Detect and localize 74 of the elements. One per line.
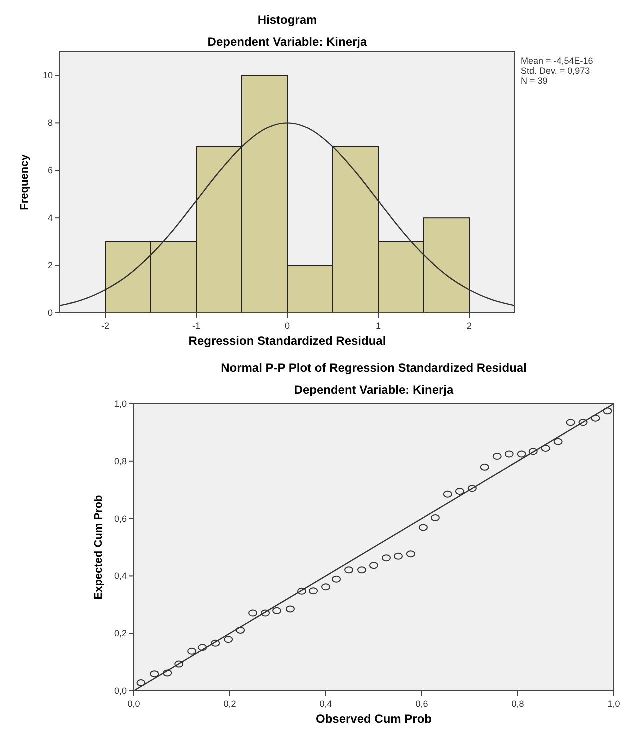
point [344, 566, 354, 574]
y-tick-label: 0 [48, 308, 53, 318]
point [370, 562, 378, 570]
y-tick-label: 0,0 [114, 686, 127, 696]
y-tick-label: 0,8 [114, 456, 127, 466]
point [136, 679, 146, 686]
point [322, 584, 330, 591]
point [418, 524, 428, 532]
x-axis-title: Observed Cum Prob [316, 712, 432, 726]
point [261, 610, 270, 617]
point [468, 485, 477, 492]
text: Mean = -4,54E-16 [521, 56, 594, 66]
point [163, 670, 172, 677]
y-tick-label: 0,6 [114, 514, 127, 524]
x-tick-label: -1 [192, 321, 201, 331]
point [566, 419, 576, 426]
x-tick-label: 0 [284, 321, 290, 331]
point [603, 408, 612, 415]
x-axis-title: Regression Standardized Residual [188, 334, 386, 348]
point [430, 514, 440, 522]
point [332, 576, 342, 583]
y-tick-label: 1,0 [114, 399, 127, 409]
y-tick-label: 2 [48, 260, 53, 271]
x-tick-label: 0,0 [128, 699, 140, 709]
x-tick-label: 0,4 [320, 699, 332, 709]
point [382, 554, 391, 562]
point [174, 660, 184, 668]
y-tick-label: 4 [48, 213, 53, 224]
text: Std. Dev. = 0,973 [521, 66, 590, 76]
chart-title: Normal P-P Plot of Regression Standardized Residual [221, 361, 527, 375]
point [591, 414, 600, 422]
point [188, 648, 197, 655]
point [554, 438, 563, 446]
point [504, 450, 514, 458]
chart-subtitle: Dependent Variable: Kinerja [294, 383, 454, 397]
point [224, 636, 234, 644]
point [286, 606, 295, 613]
point [578, 419, 588, 426]
point [211, 640, 220, 647]
y-tick-label: 0,2 [114, 628, 127, 639]
point [272, 607, 282, 614]
point [406, 550, 416, 558]
y-tick-label: 10 [42, 70, 53, 81]
point [394, 552, 403, 560]
y-axis-title: Frequency [19, 154, 31, 210]
point [150, 670, 160, 678]
text: N = 39 [521, 76, 548, 86]
point [236, 626, 246, 634]
x-tick-label: 0,8 [512, 699, 524, 709]
point [528, 448, 538, 456]
point [541, 444, 550, 452]
point [248, 610, 258, 617]
x-tick-label: 2 [466, 321, 472, 331]
y-axis-title: Expected Cum Prob [93, 494, 105, 600]
chart-subtitle: Dependent Variable: Kinerja [208, 35, 368, 49]
point [480, 464, 490, 471]
point [455, 488, 464, 496]
x-tick-label: 1 [376, 321, 382, 331]
point [443, 490, 452, 498]
point [358, 566, 366, 574]
y-tick-label: 0,4 [114, 571, 127, 582]
point [309, 588, 318, 595]
x-tick-label: 0,6 [416, 699, 428, 709]
x-tick-label: 1,0 [608, 699, 620, 709]
point [198, 644, 208, 652]
x-tick-label: -2 [101, 321, 110, 331]
y-tick-label: 6 [48, 166, 53, 176]
x-tick-label: 0,2 [224, 699, 236, 709]
point [492, 453, 502, 460]
y-tick-label: 8 [48, 118, 53, 128]
point [298, 588, 306, 595]
chart-title: Histogram [258, 13, 318, 27]
line-series [59, 122, 516, 306]
point [517, 450, 526, 458]
